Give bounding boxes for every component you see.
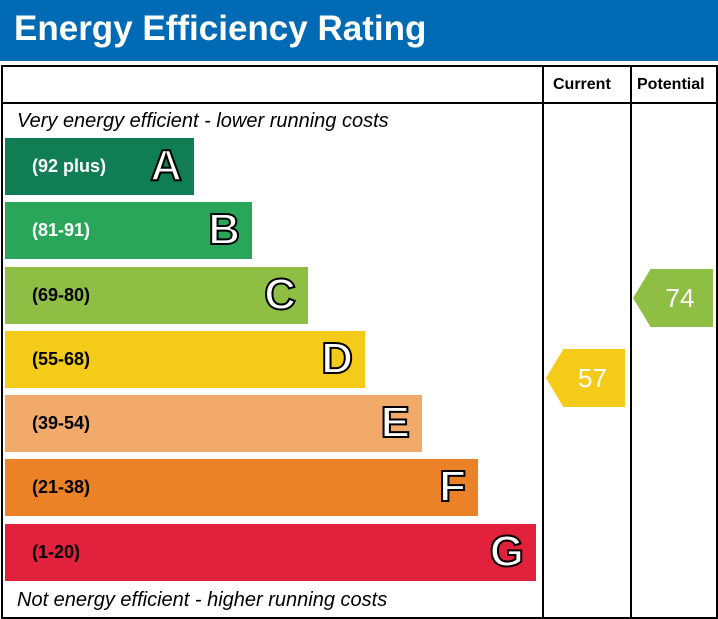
band-range: (39-54) — [32, 413, 91, 433]
band-letter: G — [489, 526, 525, 577]
band-letter: A — [149, 140, 183, 191]
band-letter: B — [207, 204, 241, 255]
band-bar-f: (21-38) F — [5, 459, 478, 516]
band-letter: C — [263, 269, 297, 320]
band-letter: E — [380, 397, 411, 448]
top-note: Very energy efficient - lower running co… — [17, 110, 389, 132]
band-range: (1-20) — [32, 542, 81, 562]
band-bar-d: (55-68) D — [5, 331, 365, 388]
band-bar-a: (92 plus) A — [5, 138, 194, 195]
current-value: 57 — [578, 362, 607, 393]
potential-value: 74 — [665, 282, 695, 313]
band-letter: D — [320, 333, 354, 384]
column-header-potential: Potential — [637, 76, 705, 93]
potential-rating-arrow: 74 — [633, 269, 713, 327]
column-divider — [542, 67, 544, 617]
band-letter: F — [438, 461, 467, 512]
column-divider — [630, 67, 632, 617]
band-bar-b: (81-91) B — [5, 202, 252, 259]
band-range: (21-38) — [32, 477, 91, 497]
band-bar-e: (39-54) E — [5, 395, 422, 452]
band-bar-g: (1-20) G — [5, 524, 536, 581]
band-range: (55-68) — [32, 349, 91, 369]
header-divider — [3, 102, 716, 104]
chart-title: Energy Efficiency Rating — [14, 9, 427, 48]
header-banner: Energy Efficiency Rating — [0, 0, 718, 61]
current-rating-arrow: 57 — [546, 349, 625, 407]
band-bar-c: (69-80) C — [5, 267, 308, 324]
rating-table: Current Potential Very energy efficient … — [1, 65, 718, 619]
column-header-current: Current — [553, 76, 611, 93]
bottom-note: Not energy efficient - higher running co… — [17, 589, 388, 611]
band-range: (81-91) — [32, 220, 91, 240]
band-range: (69-80) — [32, 285, 91, 305]
band-range: (92 plus) — [32, 156, 107, 176]
